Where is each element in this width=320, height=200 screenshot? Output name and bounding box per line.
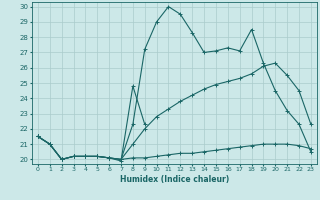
X-axis label: Humidex (Indice chaleur): Humidex (Indice chaleur) <box>120 175 229 184</box>
